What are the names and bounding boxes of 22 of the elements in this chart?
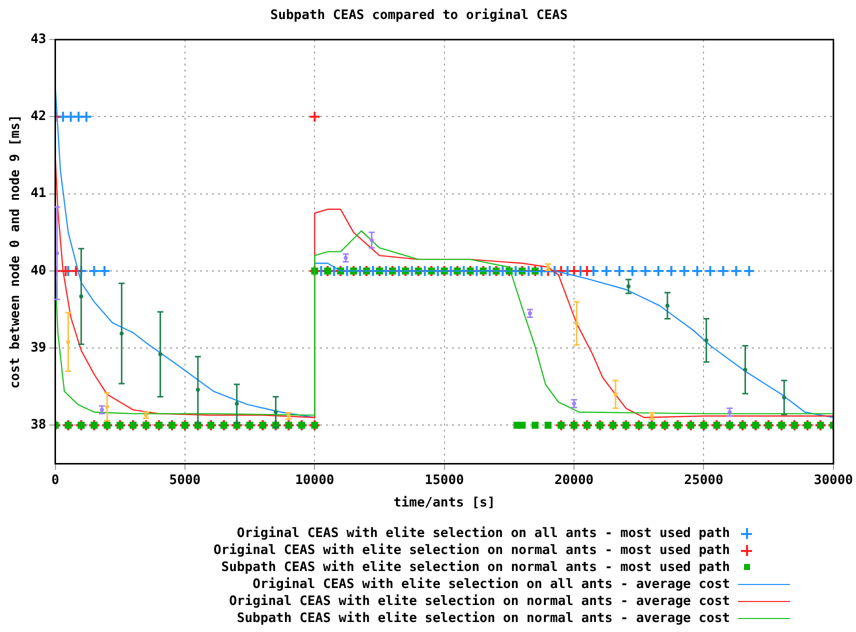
legend-label: Subpath CEAS with elite selection on normal ants - average cost: [236, 611, 731, 626]
y-tick-label: 39: [30, 340, 46, 356]
y-tick-label: 38: [30, 418, 46, 433]
legend-label: Original CEAS with elite selection on normal ants - average cost: [228, 594, 731, 609]
y-tick-label: 41: [30, 186, 46, 202]
x-tick-label: 30000: [814, 472, 854, 488]
x-tick-label: 10000: [295, 472, 334, 488]
legend-label: Subpath CEAS with elite selection on normal ants - most used path: [220, 560, 731, 575]
x-tick-label: 25000: [684, 472, 724, 488]
legend-label: Original CEAS with elite selection on normal ants - most used path: [212, 543, 731, 558]
x-tick-label: 5000: [169, 472, 201, 488]
legend-label: Original CEAS with elite selection on all ants - most used path: [236, 526, 731, 541]
y-axis-title: cost between node 0 and node 9 [ms]: [8, 114, 24, 389]
x-tick-label: 0: [51, 472, 60, 488]
y-tick-label: 43: [30, 32, 46, 47]
x-axis-title: time/ants [s]: [393, 496, 496, 511]
legend-label: Original CEAS with elite selection on all ants - average cost: [252, 577, 731, 592]
y-tick-label: 42: [30, 109, 46, 124]
y-tick-label: 40: [30, 263, 46, 278]
x-tick-label: 20000: [554, 472, 594, 488]
chart-title: Subpath CEAS compared to original CEAS: [270, 8, 568, 24]
x-tick-label: 15000: [424, 472, 464, 488]
